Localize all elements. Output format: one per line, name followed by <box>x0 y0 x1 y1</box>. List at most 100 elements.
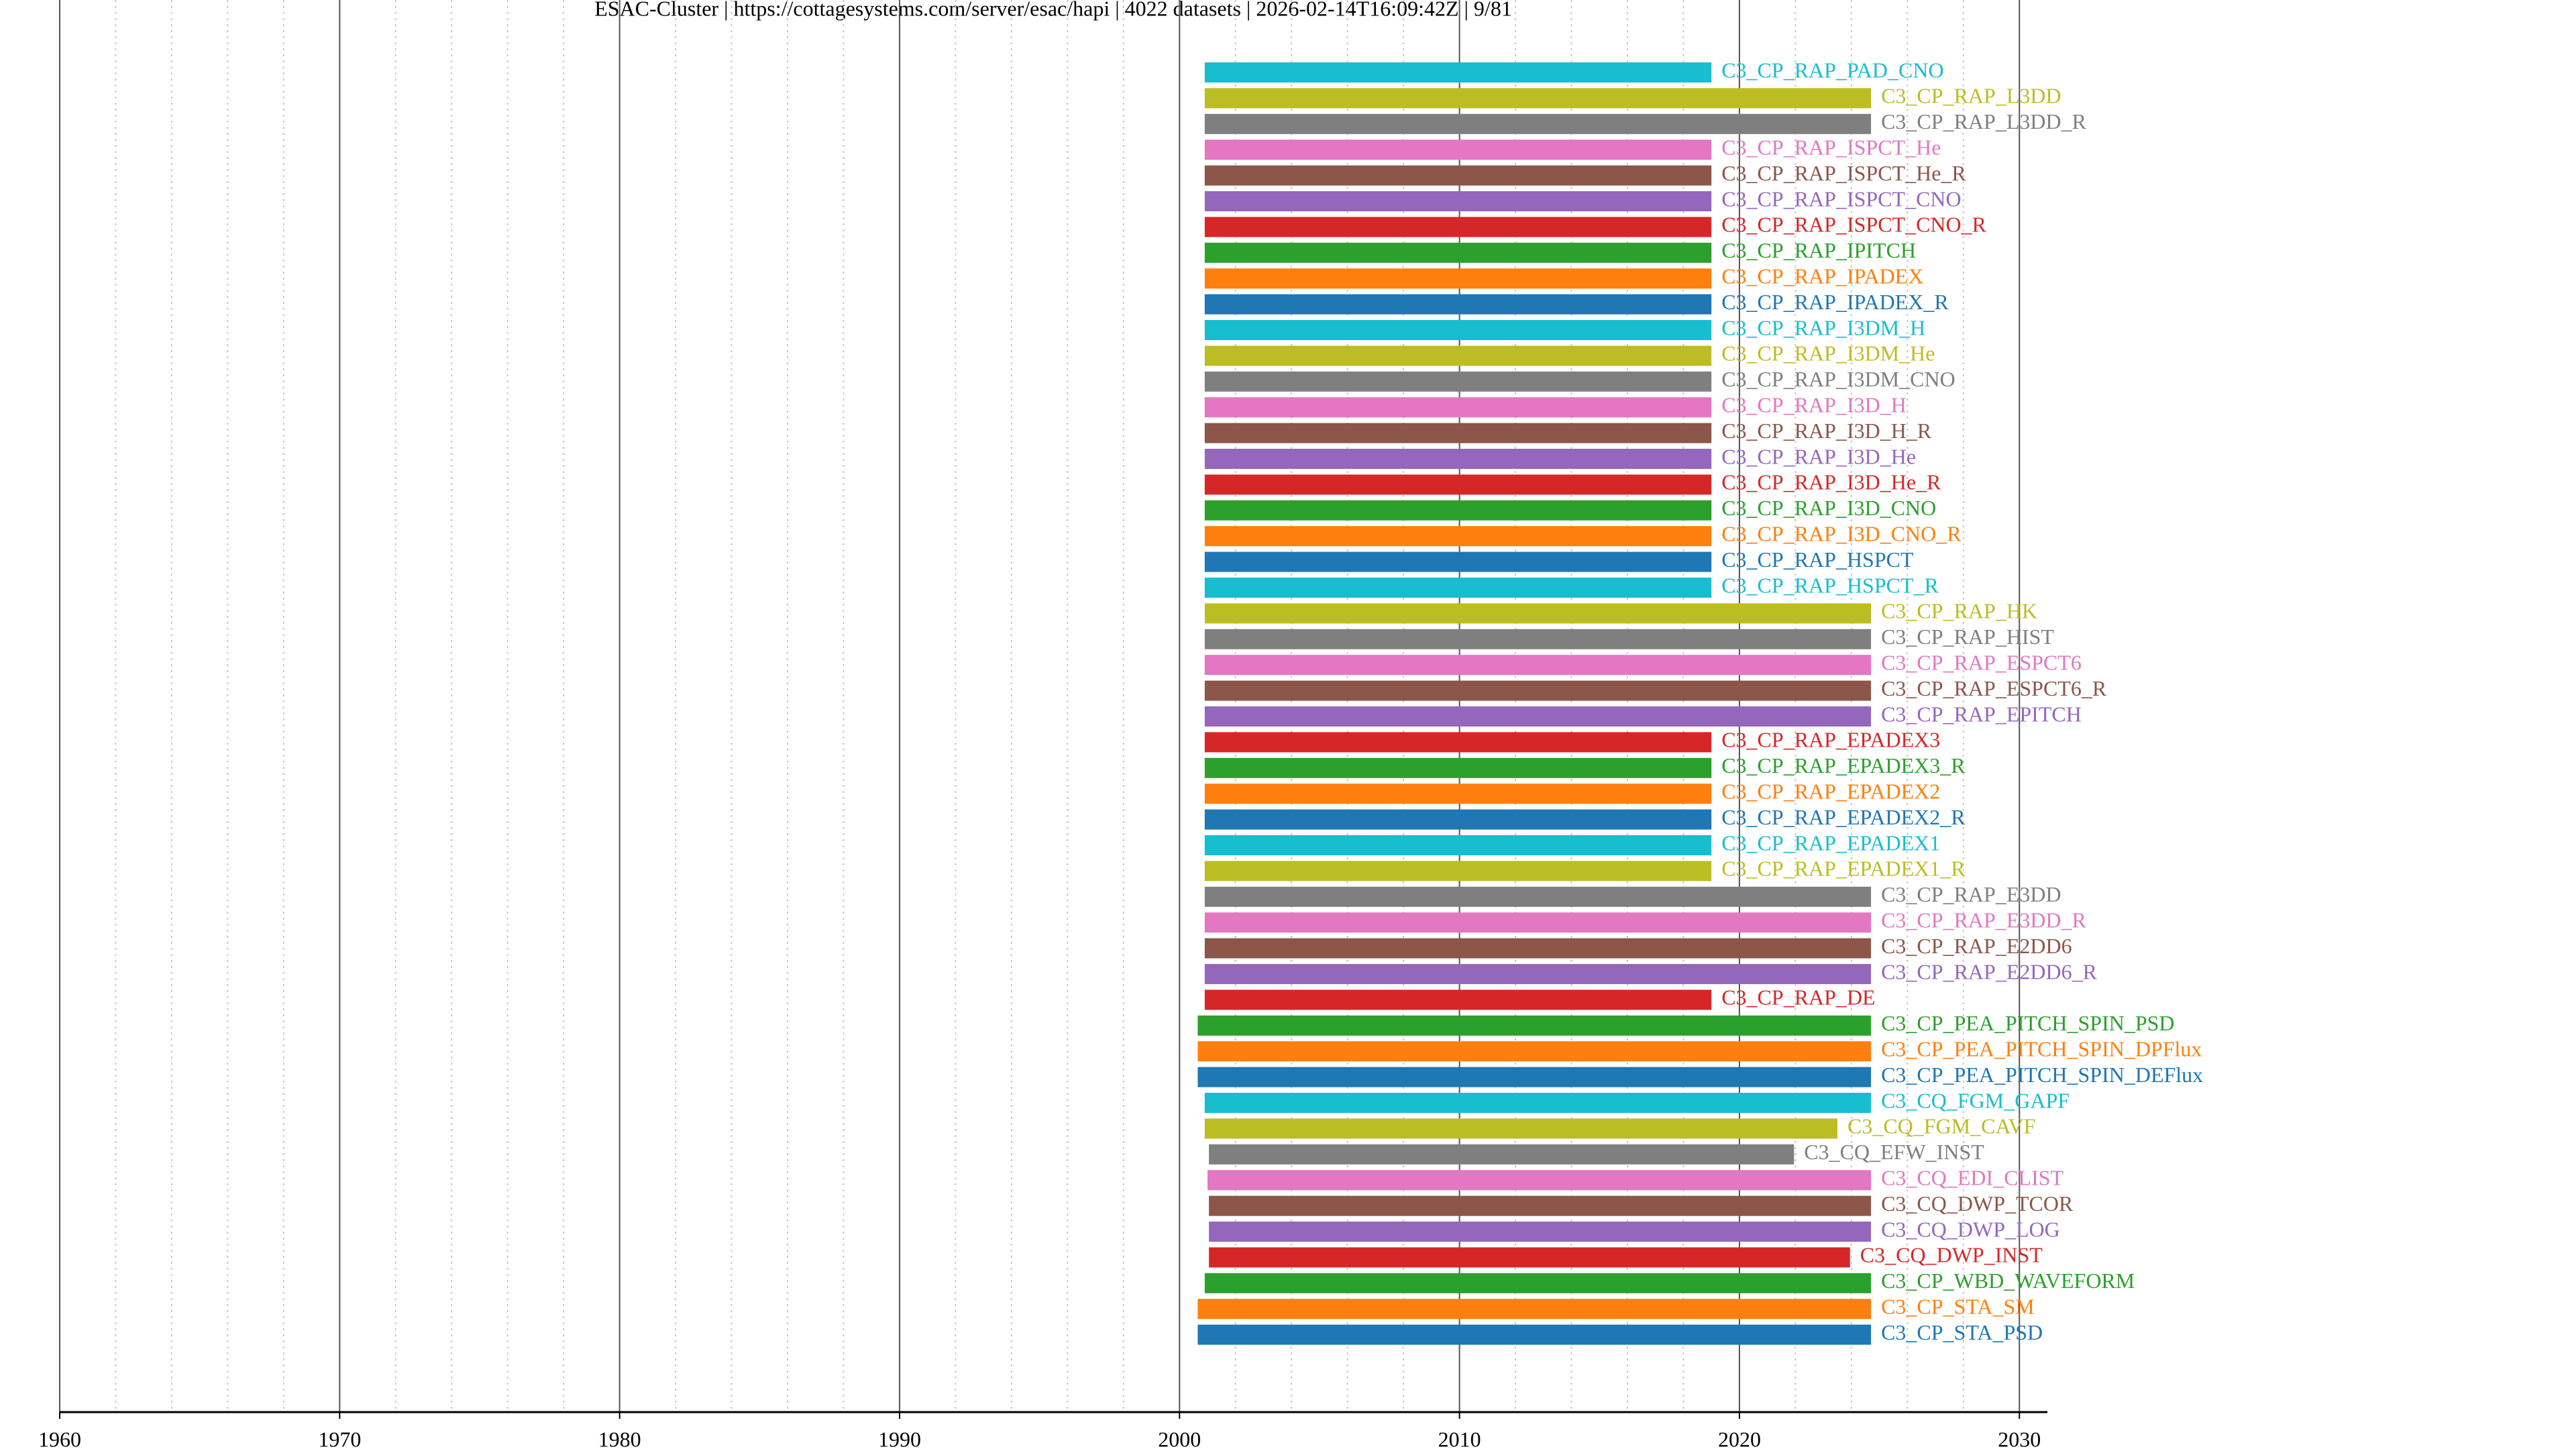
bar <box>1204 886 1872 907</box>
bar <box>1197 1067 1872 1087</box>
bar <box>1204 345 1712 366</box>
x-tick-label: 1960 <box>38 1427 81 1449</box>
bar-label: C3_CP_WBD_WAVEFORM <box>1881 1269 2135 1293</box>
bar-label: C3_CP_RAP_I3D_CNO_R <box>1721 522 1962 546</box>
bar-label: C3_CQ_FGM_CAVF <box>1847 1114 2035 1138</box>
bar-label: C3_CP_RAP_EPADEX2_R <box>1721 805 1966 829</box>
bar <box>1204 423 1712 443</box>
bar-label: C3_CP_RAP_I3DM_CNO <box>1721 367 1955 391</box>
bar-label: C3_CP_RAP_HSPCT_R <box>1721 573 1939 597</box>
bar-label: C3_CP_RAP_ISPCT_He_R <box>1721 161 1966 185</box>
bar-label: C3_CP_RAP_ESPCT6_R <box>1881 676 2107 700</box>
x-tick-label: 1970 <box>318 1427 361 1449</box>
bar <box>1209 1222 1872 1242</box>
bar <box>1204 551 1712 572</box>
bar <box>1204 371 1712 392</box>
x-tick-label: 1990 <box>878 1427 921 1449</box>
bar <box>1204 835 1712 855</box>
bar <box>1204 912 1872 933</box>
bar <box>1204 320 1712 340</box>
bar-label: C3_CP_RAP_EPADEX3_R <box>1721 753 1966 777</box>
bar-label: C3_CP_RAP_ISPCT_He <box>1721 136 1941 160</box>
bar <box>1204 397 1712 418</box>
bar-label: C3_CP_PEA_PITCH_SPIN_DPFlux <box>1881 1037 2202 1061</box>
bar-label: C3_CP_RAP_EPADEX1 <box>1721 830 1940 855</box>
bar <box>1204 242 1712 263</box>
bar-label: C3_CP_STA_SM <box>1881 1295 2035 1319</box>
bar <box>1204 809 1712 830</box>
x-tick-label: 1980 <box>598 1427 641 1449</box>
bar <box>1204 294 1712 315</box>
bar-label: C3_CQ_DWP_LOG <box>1881 1217 2060 1241</box>
bar-label: C3_CP_RAP_EPADEX1_R <box>1721 857 1966 881</box>
bar <box>1197 1299 1872 1320</box>
bar-label: C3_CP_RAP_EPADEX3 <box>1721 728 1940 752</box>
bar-label: C3_CP_STA_PSD <box>1881 1320 2043 1344</box>
bar <box>1197 1324 1872 1345</box>
bar <box>1204 964 1872 984</box>
bar-label: C3_CP_PEA_PITCH_SPIN_PSD <box>1881 1011 2174 1035</box>
bar <box>1204 603 1872 624</box>
x-tick-label: 2020 <box>1718 1427 1761 1449</box>
bar-label: C3_CP_RAP_IPITCH <box>1721 238 1916 262</box>
bar <box>1204 861 1712 881</box>
bar <box>1204 165 1712 186</box>
bar <box>1204 62 1712 83</box>
bar <box>1204 706 1872 727</box>
bar-label: C3_CQ_DWP_INST <box>1860 1243 2043 1267</box>
bar-label: C3_CP_RAP_L3DD_R <box>1881 109 2087 133</box>
bar-label: C3_CQ_FGM_GAPF <box>1881 1088 2070 1112</box>
bar-label: C3_CP_RAP_HK <box>1881 599 2037 623</box>
bar-label: C3_CP_RAP_I3D_H_R <box>1721 419 1932 443</box>
chart-title: ESAC-Cluster | https://cottagesystems.co… <box>594 0 1512 20</box>
bar <box>1204 655 1872 676</box>
bar <box>1204 113 1872 134</box>
bar <box>1197 1015 1872 1036</box>
bar <box>1204 578 1712 598</box>
bar <box>1204 757 1712 778</box>
bar-label: C3_CP_RAP_L3DD <box>1881 84 2061 108</box>
bar-label: C3_CP_RAP_I3D_H <box>1721 393 1907 417</box>
bar <box>1204 191 1712 211</box>
bar-label: C3_CP_RAP_HIST <box>1881 625 2054 649</box>
bar <box>1204 268 1712 289</box>
bar <box>1204 938 1872 959</box>
x-tick-label: 2010 <box>1438 1427 1481 1449</box>
bar <box>1204 500 1712 521</box>
bar-label: C3_CP_RAP_I3DM_H <box>1721 315 1925 339</box>
bar <box>1204 629 1872 649</box>
bar <box>1209 1247 1850 1268</box>
bar-label: C3_CP_RAP_EPADEX2 <box>1721 780 1940 804</box>
bar-label: C3_CP_RAP_E2DD6_R <box>1881 959 2098 983</box>
bar-label: C3_CP_RAP_IPADEX <box>1721 264 1923 288</box>
bar-label: C3_CP_RAP_I3D_CNO <box>1721 496 1936 520</box>
bar <box>1204 784 1712 804</box>
bar-label: C3_CP_RAP_DE <box>1721 985 1875 1010</box>
x-tick-label: 2030 <box>1998 1427 2041 1449</box>
bar-label: C3_CP_RAP_ISPCT_CNO_R <box>1721 213 1986 237</box>
bar-label: C3_CP_RAP_ESPCT6 <box>1881 651 2082 675</box>
bar <box>1204 217 1712 237</box>
bar-label: C3_CP_RAP_E3DD <box>1881 882 2061 906</box>
bar-label: C3_CP_RAP_I3D_He <box>1721 444 1916 468</box>
bar-label: C3_CP_RAP_I3DM_He <box>1721 341 1935 366</box>
bar-label: C3_CQ_EFW_INST <box>1804 1140 1984 1164</box>
bar-label: C3_CP_RAP_EPITCH <box>1881 702 2082 726</box>
bar <box>1204 449 1712 469</box>
bar-label: C3_CP_RAP_E3DD_R <box>1881 908 2087 932</box>
bar <box>1208 1170 1872 1191</box>
bar <box>1204 1118 1838 1139</box>
bar <box>1204 140 1712 160</box>
bar <box>1204 88 1872 109</box>
bar <box>1204 526 1712 547</box>
bar-label: C3_CP_RAP_E2DD6 <box>1881 934 2072 958</box>
bar <box>1204 680 1872 701</box>
bar-label: C3_CQ_EDI_CLIST <box>1881 1166 2063 1190</box>
bar-label: C3_CP_RAP_ISPCT_CNO <box>1721 186 1961 211</box>
bar <box>1204 1093 1872 1113</box>
bar-label: C3_CP_PEA_PITCH_SPIN_DEFlux <box>1881 1063 2203 1087</box>
bar <box>1204 1273 1872 1293</box>
bar-label: C3_CP_RAP_IPADEX_R <box>1721 290 1949 314</box>
